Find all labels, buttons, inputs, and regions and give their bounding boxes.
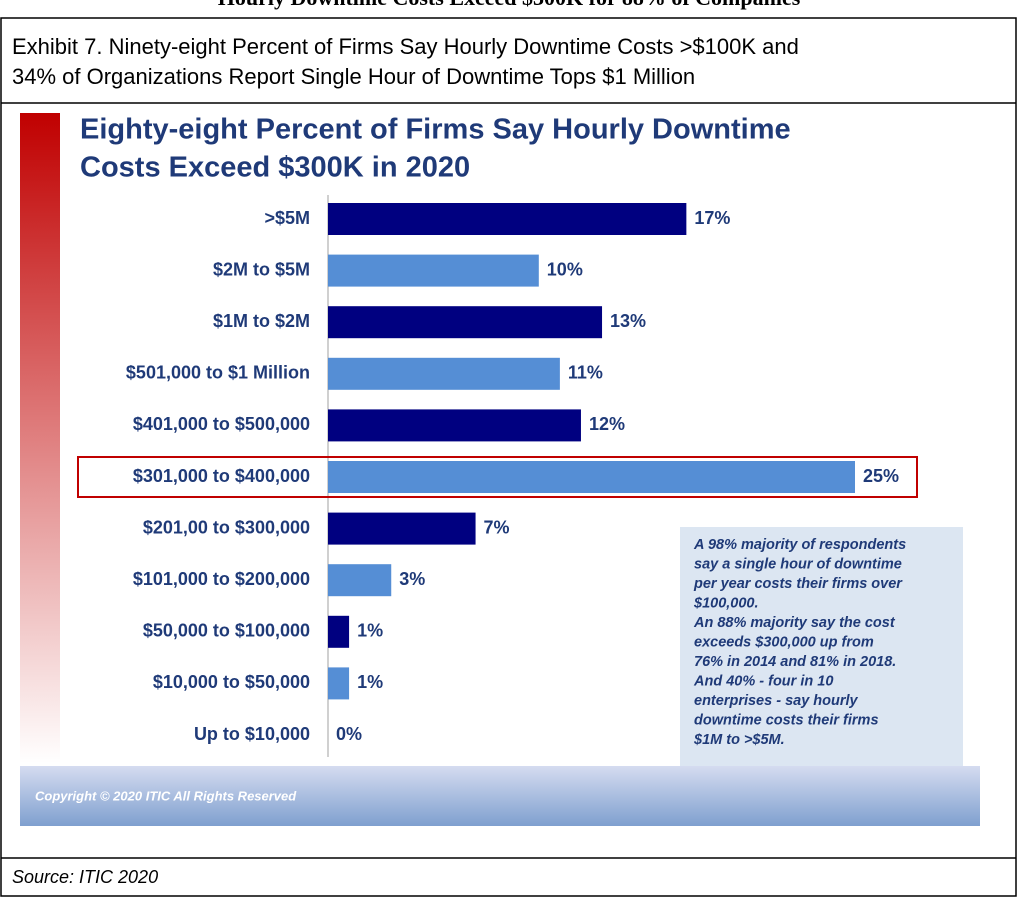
bar <box>328 564 392 597</box>
value-label: 17% <box>694 208 730 228</box>
bar <box>328 306 603 339</box>
accent-bar <box>20 113 60 763</box>
bar <box>328 461 855 493</box>
note-box <box>680 527 963 767</box>
note-text: $100,000. <box>693 595 759 611</box>
bar <box>328 254 539 287</box>
bar <box>328 409 581 442</box>
cut-title: Hourly Downtime Costs Exceed $300K for 8… <box>218 0 801 10</box>
y-tick-label: $2M to $5M <box>213 259 310 279</box>
note-text: An 88% majority say the cost <box>693 615 896 631</box>
value-label: 1% <box>357 672 383 692</box>
value-label: 1% <box>357 621 383 641</box>
value-label: 10% <box>547 259 583 279</box>
copyright: Copyright © 2020 ITIC All Rights Reserve… <box>35 788 297 803</box>
caption: 34% of Organizations Report Single Hour … <box>12 64 695 89</box>
note-text: per year costs their firms over <box>693 576 903 592</box>
y-tick-label: $501,000 to $1 Million <box>126 363 310 383</box>
highlight-box <box>77 456 918 498</box>
note-text: enterprises - say hourly <box>694 693 859 709</box>
y-tick-label: Up to $10,000 <box>194 724 310 744</box>
note-text: 76% in 2014 and 81% in 2018. <box>694 654 896 670</box>
bar <box>328 615 350 648</box>
note-text: A 98% majority of respondents <box>693 537 906 553</box>
y-tick-label: $101,000 to $200,000 <box>133 569 310 589</box>
footer-band <box>20 766 980 826</box>
chart-title: Eighty-eight Percent of Firms Say Hourly… <box>80 114 791 146</box>
y-tick-label: $301,000 to $400,000 <box>133 466 310 486</box>
value-label: 12% <box>589 414 625 434</box>
y-tick-label: >$5M <box>264 208 310 228</box>
value-label: 11% <box>568 363 603 383</box>
value-label: 0% <box>336 724 362 744</box>
note-text: downtime costs their firms <box>694 712 879 728</box>
bar <box>328 357 560 390</box>
y-tick-label: $201,00 to $300,000 <box>143 517 310 537</box>
value-label: 3% <box>399 569 425 589</box>
value-label: 13% <box>610 311 646 331</box>
y-tick-label: $1M to $2M <box>213 311 310 331</box>
y-tick-label: $50,000 to $100,000 <box>143 621 310 641</box>
caption: Exhibit 7. Ninety-eight Percent of Firms… <box>12 34 799 59</box>
bar <box>328 667 350 700</box>
chart-title: Costs Exceed $300K in 2020 <box>80 152 470 184</box>
bar <box>328 203 687 235</box>
source: Source: ITIC 2020 <box>12 867 158 887</box>
y-tick-label: $401,000 to $500,000 <box>133 414 310 434</box>
note-text: say a single hour of downtime <box>694 556 902 572</box>
note-text: $1M to >$5M. <box>693 732 785 748</box>
note-text: And 40% - four in 10 <box>693 673 833 689</box>
value-label: 7% <box>484 517 510 537</box>
frame <box>0 17 1017 897</box>
note-text: exceeds $300,000 up from <box>694 634 874 650</box>
value-label: 25% <box>863 466 899 486</box>
bar <box>328 512 476 545</box>
y-tick-label: $10,000 to $50,000 <box>153 672 310 692</box>
